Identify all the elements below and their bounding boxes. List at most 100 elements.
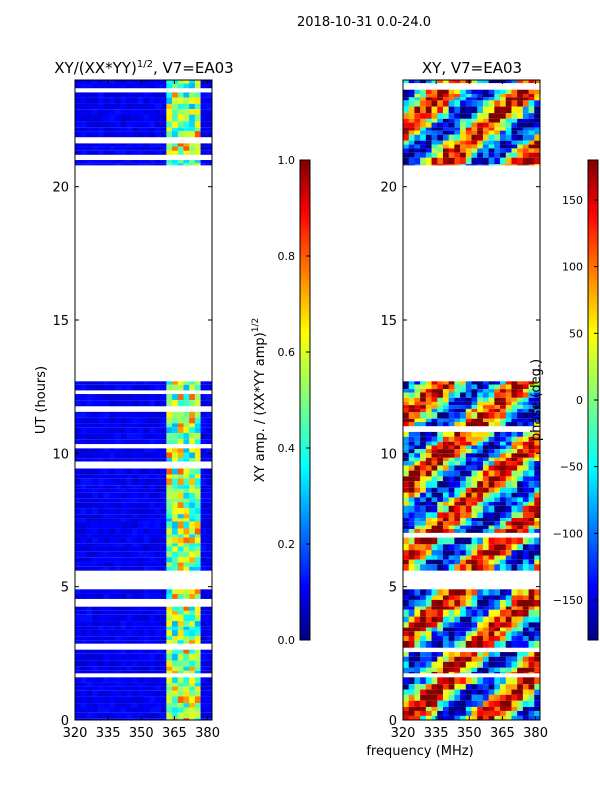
heatmap-cell (206, 593, 213, 599)
heatmap-cell (189, 551, 196, 558)
heatmap-cell (465, 152, 472, 158)
heatmap-cell (160, 703, 167, 708)
heatmap-cell (206, 109, 213, 115)
heatmap-cell (149, 131, 156, 138)
heatmap-cell (177, 696, 184, 704)
heatmap-cell (505, 461, 512, 466)
heatmap-cell (488, 609, 495, 617)
heatmap-cell (143, 417, 150, 424)
heatmap-cell (425, 389, 432, 393)
heatmap-cell (177, 448, 184, 453)
heatmap-cell (437, 89, 444, 95)
heatmap-cell (500, 521, 507, 526)
heatmap-cell (177, 718, 184, 720)
heatmap-cell (183, 712, 190, 719)
heatmap-cell (194, 485, 201, 489)
heatmap-cell (86, 537, 93, 544)
heatmap-cell (505, 412, 512, 419)
heatmap-cell (114, 537, 121, 544)
heatmap-cell (154, 103, 161, 110)
heatmap-cell (143, 83, 150, 89)
heatmap-cell (160, 384, 167, 391)
heatmap-cell (517, 148, 524, 153)
heatmap-cell (194, 417, 201, 424)
heatmap-cell (97, 150, 104, 155)
heatmap-cell (528, 470, 535, 477)
heatmap-cell (97, 427, 104, 434)
heatmap-cell (177, 621, 184, 627)
heatmap-row (75, 485, 213, 489)
heatmap-cell (97, 146, 104, 151)
heatmap-cell (517, 392, 524, 398)
heatmap-cell (517, 481, 524, 488)
heatmap-cell (403, 157, 410, 165)
heatmap-cell (534, 100, 541, 107)
heatmap-cell (206, 468, 213, 475)
heatmap-cell (109, 468, 116, 475)
heatmap-cell (126, 707, 133, 713)
heatmap-cell (97, 562, 104, 567)
heatmap-cell (103, 690, 110, 697)
heatmap-cell (160, 562, 167, 567)
heatmap-cell (172, 614, 179, 622)
heatmap-cell (465, 492, 472, 498)
heatmap-cell (132, 97, 139, 104)
heatmap-cell (120, 143, 127, 147)
heatmap-cell (200, 80, 207, 84)
heatmap-cell (420, 706, 427, 711)
heatmap-cell (488, 501, 495, 506)
heatmap-cell (97, 636, 104, 641)
heatmap-cell (109, 160, 116, 164)
heatmap-cell (408, 487, 415, 493)
heatmap-cell (494, 616, 501, 623)
heatmap-cell (420, 512, 427, 519)
heatmap-row (75, 83, 213, 89)
heatmap-cell (103, 381, 110, 385)
heatmap-cell (103, 534, 110, 538)
heatmap-cell (86, 606, 93, 611)
heatmap-cell (206, 394, 213, 401)
heatmap-cell (200, 97, 207, 104)
heatmap-cell (80, 640, 87, 644)
heatmap-cell (126, 80, 133, 84)
heatmap-cell (75, 498, 82, 503)
heatmap-cell (414, 422, 421, 427)
heatmap-cell (194, 109, 201, 115)
heatmap-cell (403, 470, 410, 477)
heatmap-cell (448, 631, 455, 637)
heatmap-cell (200, 621, 207, 627)
heatmap-cell (522, 164, 529, 166)
heatmap-cell (177, 80, 184, 84)
heatmap-row (403, 397, 541, 402)
heatmap-cell (92, 621, 99, 627)
heatmap-cell (460, 481, 467, 488)
heatmap-cell (177, 537, 184, 544)
heatmap-cell (408, 401, 415, 406)
heatmap-cell (534, 627, 541, 632)
heatmap-cell (97, 121, 104, 128)
heatmap-cell (154, 534, 161, 538)
heatmap-cell (206, 474, 213, 479)
heatmap-cell (505, 408, 512, 413)
data-band-0 (75, 677, 213, 720)
heatmap-cell (448, 481, 455, 488)
heatmap-cell (408, 481, 415, 488)
heatmap-cell (114, 150, 121, 155)
heatmap-cell (86, 150, 93, 155)
heatmap-cell (189, 614, 196, 622)
heatmap-cell (137, 660, 144, 667)
heatmap-cell (500, 140, 507, 145)
heatmap-cell (465, 555, 472, 560)
heatmap-cell (132, 146, 139, 151)
heatmap-cell (194, 514, 201, 519)
heatmap-cell (420, 405, 427, 409)
heatmap-cell (511, 130, 518, 135)
heatmap-cell (477, 449, 484, 454)
heatmap-cell (431, 518, 438, 522)
heatmap-cell (534, 677, 541, 685)
heatmap-cell (460, 671, 467, 674)
heatmap-cell (477, 476, 484, 482)
heatmap-cell (420, 505, 427, 513)
heatmap-cell (511, 616, 518, 623)
heatmap-cell (431, 544, 438, 551)
